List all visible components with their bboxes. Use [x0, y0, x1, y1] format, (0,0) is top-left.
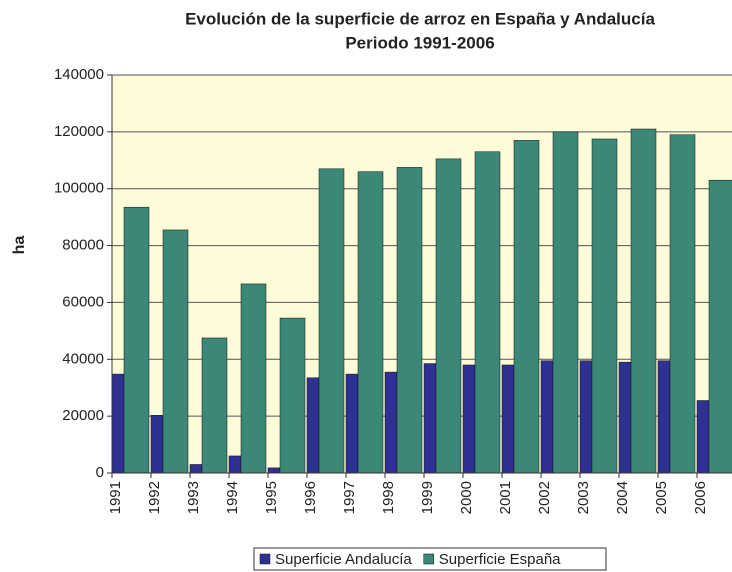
y-tick-label: 140000	[54, 66, 104, 83]
bar	[579, 360, 593, 474]
bar	[423, 363, 437, 474]
y-axis-label: ha	[11, 236, 28, 255]
bar	[708, 179, 732, 474]
bar	[345, 373, 359, 474]
bars	[112, 128, 732, 474]
x-tick-label: 1999	[419, 481, 436, 514]
bar	[384, 371, 398, 474]
bar	[279, 317, 306, 474]
bar	[357, 171, 384, 474]
bar	[462, 364, 476, 474]
x-tick-label: 2005	[653, 481, 670, 514]
legend-swatch	[423, 553, 435, 565]
bar	[189, 464, 203, 474]
y-tick-label: 0	[96, 464, 104, 481]
x-tick-label: 2004	[614, 481, 631, 514]
chart-subtitle: Periodo 1991-2006	[345, 33, 494, 52]
x-tick-label: 1998	[380, 481, 397, 514]
bar	[396, 167, 423, 474]
y-tick-label: 100000	[54, 180, 104, 197]
bar	[162, 229, 189, 474]
bar	[696, 400, 710, 474]
bar	[501, 364, 515, 474]
bar	[435, 158, 462, 474]
x-tick-label: 1994	[224, 481, 241, 514]
y-tick-label: 80000	[62, 237, 104, 254]
x-tick-label: 1993	[185, 481, 202, 514]
bar	[630, 128, 657, 474]
bar	[591, 138, 618, 474]
bar	[240, 283, 267, 474]
x-tick-label: 1997	[341, 481, 358, 514]
bar	[513, 140, 540, 474]
x-tick-label: 1991	[107, 481, 124, 514]
bar	[540, 360, 554, 474]
bar	[150, 415, 164, 474]
legend-label: Superficie Andalucía	[275, 551, 412, 568]
bar	[657, 360, 671, 474]
bar	[123, 206, 150, 474]
bar	[306, 377, 320, 474]
x-tick-label: 2002	[536, 481, 553, 514]
x-tick-label: 2006	[692, 481, 709, 514]
bar	[669, 134, 696, 474]
x-tick-label: 2001	[497, 481, 514, 514]
x-tick-label: 1992	[146, 481, 163, 514]
legend-swatch	[259, 553, 271, 565]
x-tick-label: 1996	[302, 481, 319, 514]
bar	[618, 361, 632, 474]
y-tick-label: 120000	[54, 123, 104, 140]
bar	[474, 151, 501, 474]
bar	[228, 455, 242, 474]
y-tick-label: 60000	[62, 293, 104, 310]
x-tick-label: 2003	[575, 481, 592, 514]
x-tick-label: 2000	[458, 481, 475, 514]
legend-label: Superficie España	[439, 551, 561, 568]
bar	[318, 168, 345, 474]
x-tick-label: 1995	[263, 481, 280, 514]
bar	[267, 467, 281, 474]
bar	[201, 337, 228, 474]
y-tick-label: 40000	[62, 350, 104, 367]
bar	[552, 131, 579, 474]
chart-title: Evolución de la superficie de arroz en E…	[185, 9, 655, 28]
y-tick-label: 20000	[62, 407, 104, 424]
bar	[112, 373, 125, 474]
